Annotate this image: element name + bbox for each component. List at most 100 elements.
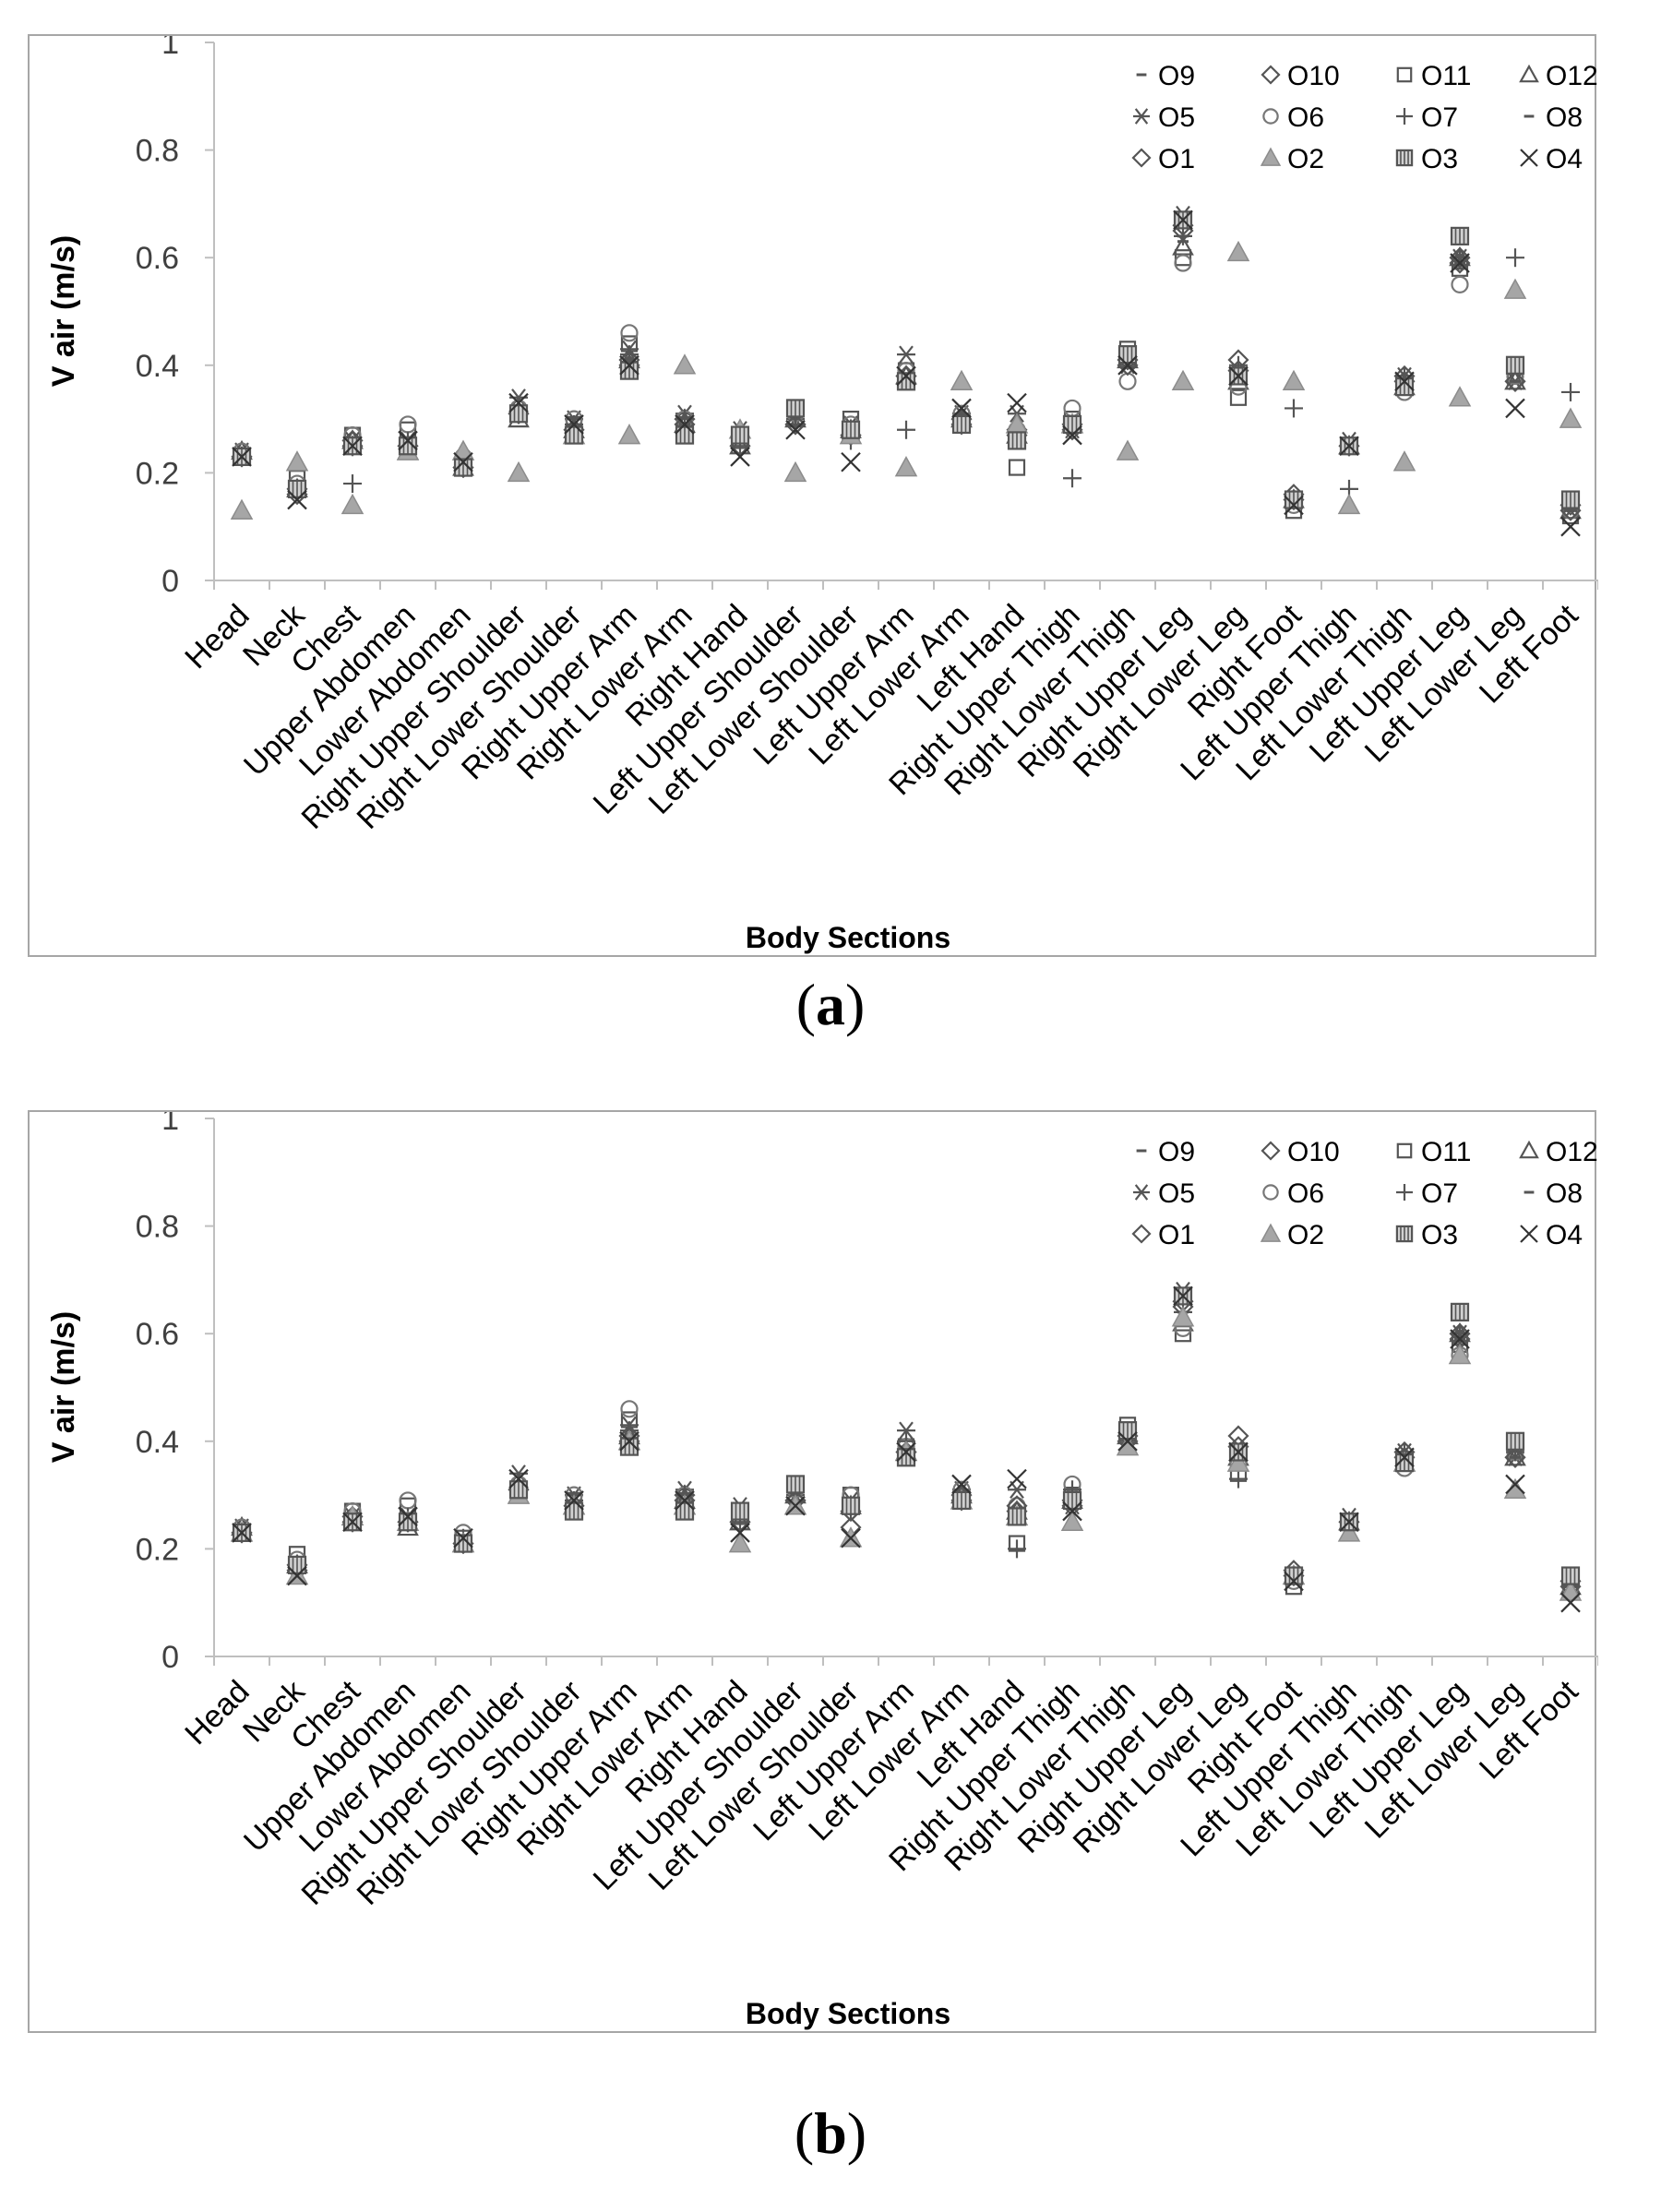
chart-a-legend-label-o6: O6 [1287,102,1324,133]
chart-b-point-o4 [951,1474,972,1495]
chart-a-point-o2 [230,498,254,520]
chart-a-point-o1 [784,413,807,436]
panel-label-b-open: ( [794,2100,815,2166]
chart-a-y-tick-label: 0.2 [136,456,179,491]
chart-a-point-o7 [1561,382,1580,401]
chart-b-point-o4 [453,1527,473,1548]
chart-b-point-o7 [1229,1469,1248,1489]
chart-b-point-o2 [1448,1343,1472,1365]
chart-b-point-o3 [785,1475,806,1494]
chart-b-point-o4 [287,1565,307,1586]
chart-b-point-o6 [620,1400,639,1418]
chart-a-legend-label-o5: O5 [1158,102,1195,133]
chart-a-point-o7 [1285,399,1303,418]
chart-a-y-axis-title: V air (m/s) [46,235,81,387]
chart-a-point-o4 [398,430,418,451]
chart-a-point-o6 [1451,275,1469,293]
chart-b-y-tick-label: 0.6 [136,1317,179,1352]
chart-b-point-o4 [508,1468,529,1489]
chart-a-legend-label-o10: O10 [1287,61,1340,91]
chart-a-legend-marker-o11 [1396,66,1413,83]
chart-b-legend-marker-o11 [1396,1142,1413,1159]
chart-a-legend-marker-o2 [1260,147,1282,166]
chart-b-point-o4 [342,1512,363,1533]
chart-b-point-o3 [1450,1302,1470,1321]
chart-a-legend-label-o4: O4 [1546,144,1583,174]
chart-a-point-o4 [453,451,473,472]
chart-a-point-o7 [1506,248,1524,268]
chart-b-legend-label-o4: O4 [1546,1220,1583,1250]
chart-a-point-o3 [730,425,750,445]
chart-a-point-o2 [285,450,309,472]
chart-a-point-o6 [1174,254,1192,272]
chart-a-point-o4 [785,419,806,440]
chart-b-legend-marker-o6 [1262,1184,1279,1201]
chart-a-point-o2 [894,456,918,477]
chart-a-point-o7 [897,420,915,439]
chart-a-point-o2 [1171,369,1195,391]
chart-a-point-o4 [951,398,972,419]
chart-a-point-o2 [673,353,697,375]
chart-a-point-o2 [1116,439,1140,460]
chart-b-point-o4 [675,1490,695,1511]
chart-a-legend-label-o11: O11 [1421,61,1471,91]
chart-b-point-o2 [1337,1521,1361,1542]
chart-b-y-tick-label: 0.2 [136,1532,179,1567]
chart-a-point-o4 [1284,495,1304,516]
chart-b-legend-label-o9: O9 [1158,1137,1195,1167]
chart-b-legend-label-o3: O3 [1421,1220,1458,1250]
chart-b-legend-marker-o2 [1260,1223,1282,1242]
chart-b-point-o4 [1450,1329,1470,1349]
chart-b-x-axis-title: Body Sections [746,1997,950,2030]
chart-a-point-o4 [1173,209,1193,231]
chart-a-point-o11 [1229,389,1248,406]
chart-a-legend-label-o1: O1 [1158,144,1195,174]
chart-a-point-o3 [398,436,418,456]
chart-b-legend-label-o12: O12 [1546,1137,1598,1167]
chart-b-legend-marker-o3 [1395,1225,1414,1243]
chart-a-legend-marker-o6 [1262,108,1279,125]
chart-b-legend-label-o8: O8 [1546,1178,1583,1209]
chart-b-point-o4 [896,1441,916,1463]
chart-b-point-o3 [1394,1453,1415,1473]
chart-b-point-o3 [453,1534,473,1553]
chart-b-point-o2 [728,1532,752,1553]
chart-b-point-o4 [1394,1447,1415,1468]
chart-a-legend-label-o3: O3 [1421,144,1458,174]
chart-b-point-o4 [564,1490,584,1511]
chart-a-point-o1 [1449,252,1471,274]
chart-a-point-o3 [841,420,861,439]
chart-a-point-o3 [951,414,972,435]
chart-a-point-o7 [1063,469,1081,488]
chart-a-point-o3 [1450,226,1470,245]
chart-b-point-o4 [1062,1501,1082,1522]
panel-label-b: (b) [0,2099,1661,2168]
chart-a-legend-marker-o7 [1396,108,1413,125]
chart-b-point-o2 [1060,1510,1084,1531]
chart-b-point-o4 [1284,1571,1304,1592]
chart-a-point-o2 [783,460,807,483]
chart-b-point-o2 [1171,1306,1195,1327]
chart-a-legend-label-o12: O12 [1546,61,1598,91]
chart-a-legend-marker-o3 [1395,149,1414,167]
chart-b-point-o4 [232,1523,252,1543]
chart-a-point-o4 [342,436,363,457]
chart-b-point-o3 [619,1437,639,1456]
chart-a-legend-label-o8: O8 [1546,102,1583,133]
chart-a-point-o4 [232,447,252,467]
chart-a-point-o4 [1339,436,1359,457]
chart-a-point-o4 [1007,392,1027,413]
chart-b-point-o6 [399,1491,417,1510]
chart-a-point-o6 [399,415,417,434]
chart-b-legend-label-o1: O1 [1158,1220,1195,1250]
chart-b-point-o3 [1505,1431,1525,1451]
chart-a-legend-marker-o10 [1261,65,1281,85]
chart-b-point-o1 [1504,1446,1526,1468]
chart-b-point-o3 [1117,1421,1138,1441]
chart-a-point-o4 [675,414,695,435]
chart-b-point-o7 [1008,1539,1026,1559]
chart-a-point-o2 [1559,407,1583,428]
chart-a-point-o4 [564,414,584,435]
chart-a-point-o4 [1394,371,1415,392]
chart-b-y-tick-label: 0 [161,1640,179,1675]
